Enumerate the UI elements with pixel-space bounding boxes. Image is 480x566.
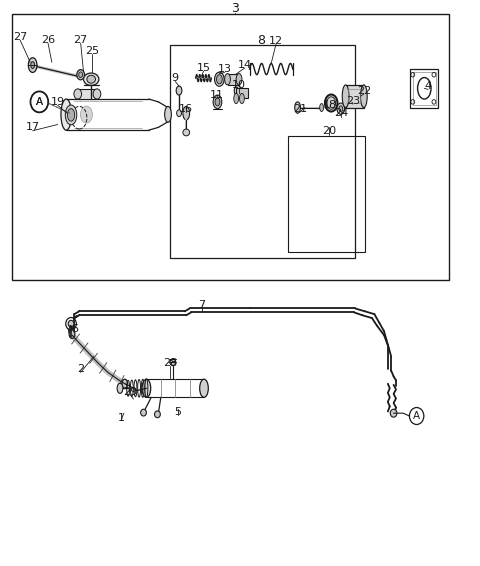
Ellipse shape [61, 99, 72, 130]
Ellipse shape [68, 320, 74, 327]
Bar [228, 74, 239, 85]
Ellipse shape [80, 106, 92, 123]
Ellipse shape [234, 85, 241, 96]
Ellipse shape [177, 110, 181, 117]
Text: 27: 27 [73, 35, 88, 45]
Ellipse shape [28, 58, 37, 72]
Bar [170, 45, 355, 258]
Ellipse shape [69, 329, 75, 338]
Bar [78, 89, 97, 99]
Text: 8: 8 [258, 35, 265, 47]
Ellipse shape [165, 106, 171, 122]
Text: 21: 21 [293, 104, 307, 114]
Text: 26: 26 [41, 35, 55, 45]
Ellipse shape [200, 379, 208, 397]
Bar [236, 88, 248, 98]
Text: 13: 13 [217, 64, 232, 74]
Ellipse shape [234, 93, 239, 104]
Bar [348, 89, 360, 103]
Text: 20: 20 [322, 126, 336, 136]
Ellipse shape [339, 106, 343, 112]
Text: 14: 14 [238, 59, 252, 70]
Bar [410, 69, 438, 108]
Ellipse shape [390, 409, 397, 417]
Text: 27: 27 [13, 32, 27, 42]
Text: 24: 24 [334, 108, 348, 118]
Text: 17: 17 [25, 122, 40, 132]
Text: A: A [36, 97, 43, 107]
Text: 23: 23 [346, 96, 360, 106]
Text: 1: 1 [118, 413, 124, 423]
Text: 9: 9 [172, 73, 179, 83]
Ellipse shape [213, 95, 222, 109]
Ellipse shape [215, 98, 220, 106]
Text: 2: 2 [77, 364, 84, 374]
Text: 7: 7 [198, 299, 205, 310]
Ellipse shape [295, 102, 300, 113]
Text: A: A [36, 97, 43, 107]
Ellipse shape [142, 379, 151, 397]
Ellipse shape [117, 383, 123, 393]
Ellipse shape [183, 106, 190, 120]
Ellipse shape [320, 104, 324, 112]
Ellipse shape [65, 105, 77, 125]
Bar [288, 136, 365, 252]
Text: 18: 18 [323, 100, 337, 110]
Ellipse shape [93, 89, 101, 99]
Text: A: A [413, 411, 420, 421]
Ellipse shape [155, 411, 160, 418]
Ellipse shape [327, 97, 336, 109]
Text: 19: 19 [50, 97, 65, 107]
Ellipse shape [69, 327, 73, 334]
Text: 16: 16 [179, 104, 193, 114]
Ellipse shape [122, 379, 128, 388]
Ellipse shape [240, 93, 244, 104]
Text: 28: 28 [163, 358, 178, 368]
Ellipse shape [176, 86, 182, 95]
Ellipse shape [31, 62, 35, 68]
Bar [346, 85, 364, 108]
Ellipse shape [225, 74, 230, 85]
Text: 3: 3 [231, 2, 239, 15]
Text: 5: 5 [174, 407, 181, 417]
Bar [413, 72, 436, 105]
Text: 12: 12 [269, 36, 283, 46]
Ellipse shape [74, 89, 82, 99]
Ellipse shape [337, 103, 345, 114]
Ellipse shape [141, 409, 146, 416]
Ellipse shape [67, 109, 74, 121]
Ellipse shape [84, 73, 99, 85]
Ellipse shape [236, 74, 242, 85]
Ellipse shape [348, 97, 355, 107]
Text: 29: 29 [123, 387, 138, 397]
Text: 22: 22 [357, 85, 371, 96]
Ellipse shape [183, 129, 190, 136]
Ellipse shape [79, 72, 83, 78]
Ellipse shape [87, 75, 96, 83]
Ellipse shape [215, 72, 224, 86]
Ellipse shape [342, 85, 349, 108]
Text: 11: 11 [210, 90, 224, 100]
Text: 4: 4 [425, 81, 432, 91]
Bar [12, 14, 449, 280]
Ellipse shape [360, 85, 367, 108]
Text: 6: 6 [71, 324, 78, 335]
Text: 25: 25 [85, 46, 99, 56]
Text: 15: 15 [196, 63, 211, 73]
Ellipse shape [77, 70, 84, 80]
Text: 10: 10 [231, 80, 246, 90]
Ellipse shape [216, 75, 222, 84]
Ellipse shape [170, 359, 176, 366]
